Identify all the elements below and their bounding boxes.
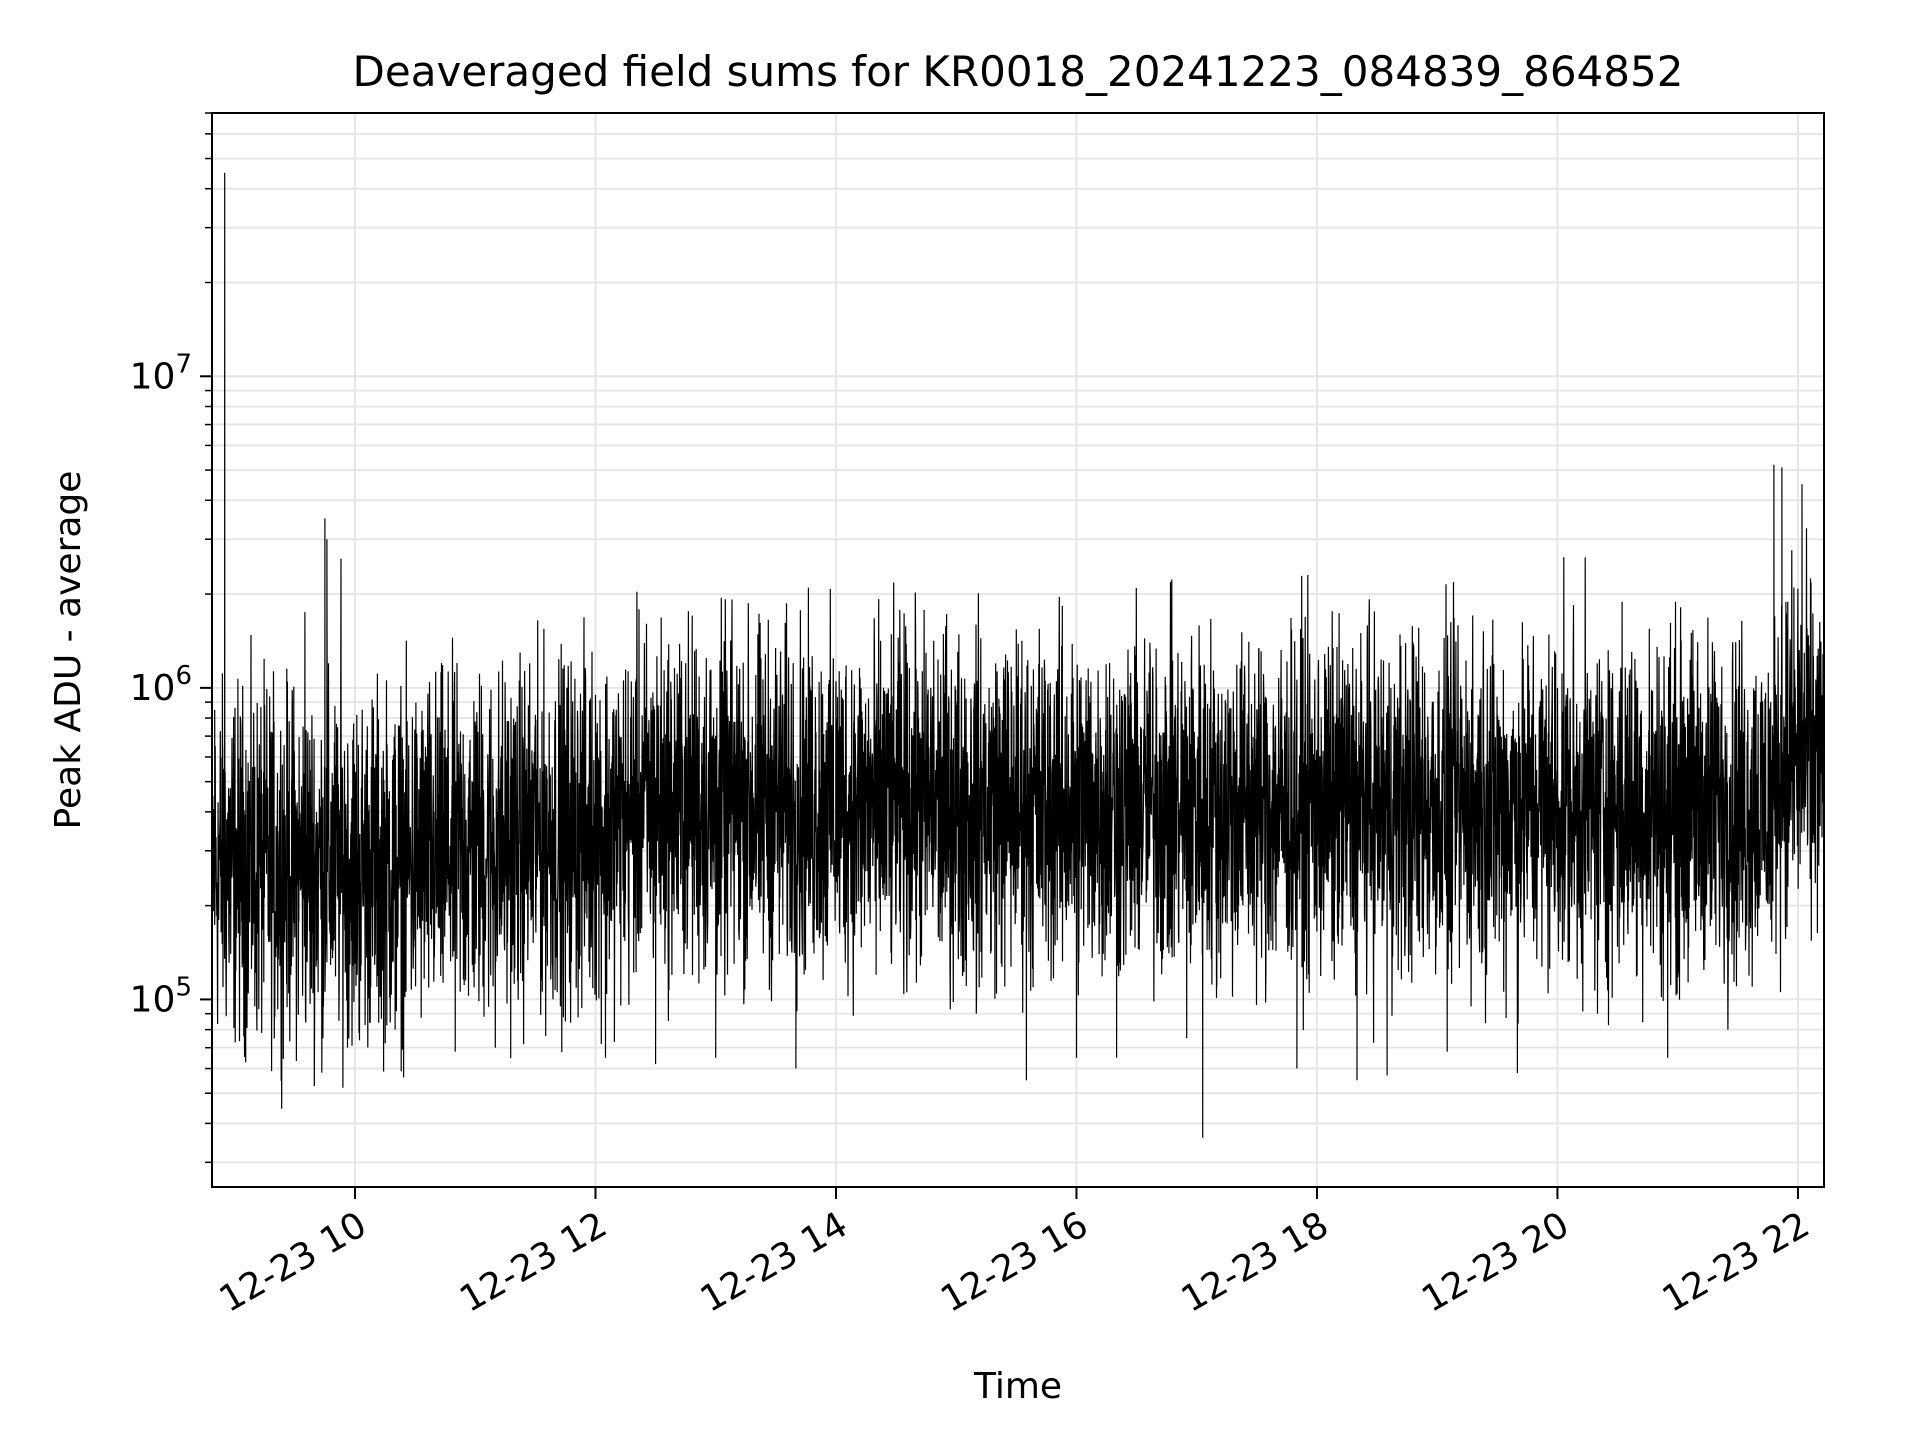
y-axis-label: Peak ADU - average (48, 471, 89, 830)
x-axis-label: Time (973, 1366, 1062, 1407)
y-axis: 105 106 107 (130, 112, 212, 1164)
x-tick-label: 12-23 16 (934, 1204, 1095, 1320)
x-tick-label: 12-23 10 (213, 1204, 374, 1320)
x-tick-label: 12-23 12 (453, 1204, 614, 1320)
x-axis: 12-23 10 12-23 12 12-23 14 12-23 16 12-23 18… (213, 1187, 1817, 1321)
x-tick-label: 12-23 14 (694, 1204, 855, 1320)
y-tick-label: 106 (130, 661, 192, 709)
x-tick-label: 12-23 22 (1656, 1204, 1817, 1320)
plot-frame (211, 112, 1825, 1188)
x-tick-label: 12-23 18 (1175, 1204, 1336, 1320)
series-line-path (211, 172, 1825, 1138)
y-tick-label: 105 (130, 972, 192, 1020)
x-tick-label: 12-23 20 (1415, 1204, 1576, 1320)
series-line (211, 172, 1825, 1138)
chart-title: Deaveraged field sums for KR0018_2024122… (353, 47, 1684, 96)
y-tick-label: 107 (130, 349, 192, 397)
